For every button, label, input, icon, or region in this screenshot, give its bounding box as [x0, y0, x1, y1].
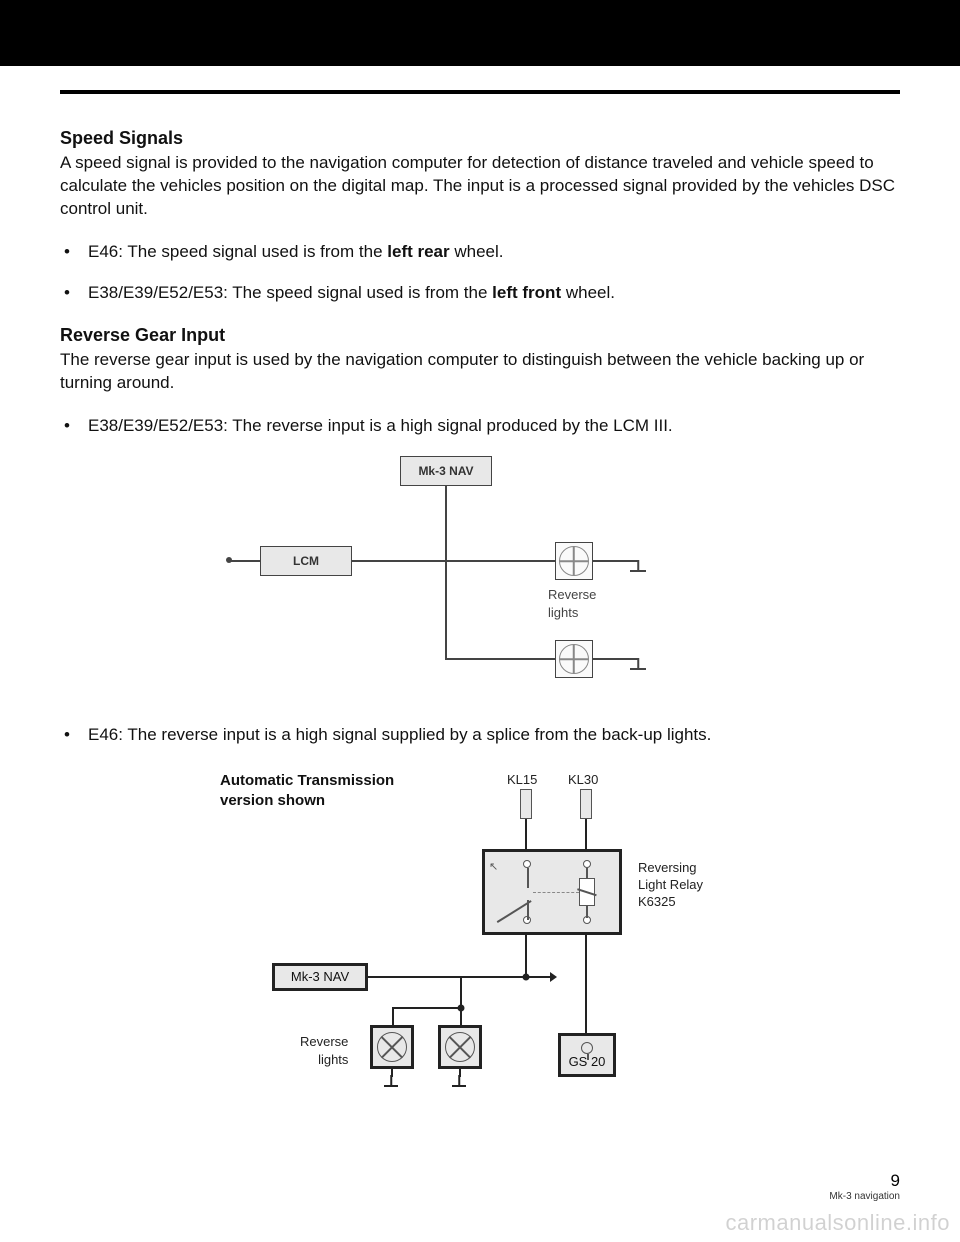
d2-gs-circle-icon [581, 1042, 593, 1054]
d2-relay-l1: Reversing [638, 860, 697, 875]
b2-post: wheel. [561, 283, 615, 302]
content: Speed Signals A speed signal is provided… [60, 126, 900, 1095]
b1-bold: left rear [387, 242, 449, 261]
d1-wire-h2 [593, 560, 638, 562]
speed-bullet-1: E46: The speed signal used is from the l… [60, 241, 900, 264]
d2-lamp-2 [438, 1025, 482, 1069]
divider [60, 90, 900, 94]
d1-revlights-label: Reverse lights [548, 586, 596, 621]
d2-wire-v-mid [460, 976, 462, 1008]
d2-kl15-label: KL15 [507, 771, 537, 789]
page-footer: 9 Mk-3 navigation [829, 1171, 900, 1202]
header-black-band [0, 0, 960, 66]
speed-section: Speed Signals A speed signal is provided… [60, 126, 900, 221]
page-body: Speed Signals A speed signal is provided… [0, 66, 960, 1242]
d2-relay-box: ↖ [482, 849, 622, 935]
reverse-bullets-1: E38/E39/E52/E53: The reverse input is a … [60, 415, 900, 438]
speed-para: A speed signal is provided to the naviga… [60, 152, 900, 221]
d2-title-l2: version shown [220, 792, 325, 809]
d2-sw-v3 [527, 900, 529, 920]
d2-dash [533, 892, 579, 893]
reverse-title: Reverse Gear Input [60, 323, 900, 347]
b2-pre: E38/E39/E52/E53: The speed signal used i… [88, 283, 492, 302]
d2-gs-box: GS 20 [558, 1033, 616, 1077]
d2-nav-box: Mk-3 NAV [272, 963, 368, 991]
reverse-para: The reverse gear input is used by the na… [60, 349, 900, 395]
d2-wire-arrow [526, 976, 550, 978]
watermark: carmanualsonline.info [725, 1210, 950, 1236]
speed-title: Speed Signals [60, 126, 900, 150]
d1-lamp-2 [555, 640, 593, 678]
speed-bullets: E46: The speed signal used is from the l… [60, 241, 900, 305]
d2-coil-top [586, 868, 588, 878]
d1-wire-stub [229, 560, 260, 562]
diagram-e46: Automatic Transmission version shown KL1… [160, 765, 800, 1095]
reverse-section: Reverse Gear Input The reverse gear inpu… [60, 323, 900, 395]
d2-term-kl15 [520, 789, 532, 819]
d2-wire-nav-h [368, 976, 526, 978]
reverse-bullet-1: E38/E39/E52/E53: The reverse input is a … [60, 415, 900, 438]
page-number: 9 [829, 1171, 900, 1191]
d1-lamp-1 [555, 542, 593, 580]
diagram-lcm: Mk-3 NAV LCM Reverse lights [220, 456, 740, 706]
d2-title-l1: Automatic Transmission [220, 772, 394, 789]
d2-revlights-label: Reverse lights [300, 1033, 348, 1068]
d2-relay-l2: Light Relay [638, 877, 703, 892]
d2-arrowhead-icon [550, 972, 557, 982]
d1-lcm-box: LCM [260, 546, 352, 576]
d2-relay-l3: K6325 [638, 894, 676, 909]
d2-switch-arrow: ↖ [489, 860, 498, 875]
d2-wire-h-lamps [392, 1007, 461, 1009]
d2-wire-v-lamp1 [392, 1007, 394, 1027]
reverse-bullets-2: E46: The reverse input is a high signal … [60, 724, 900, 747]
d2-coil-bot [586, 906, 588, 918]
d2-term-kl30 [580, 789, 592, 819]
footer-label: Mk-3 navigation [829, 1191, 900, 1202]
d2-wire-kl30 [585, 819, 587, 849]
b1-pre: E46: The speed signal used is from the [88, 242, 387, 261]
d2-relay-label: Reversing Light Relay K6325 [638, 860, 703, 911]
d2-wire-kl15 [525, 819, 527, 849]
d2-relay-c1 [523, 860, 531, 868]
d1-nav-box: Mk-3 NAV [400, 456, 492, 486]
d2-gs-label: GS 20 [561, 1053, 613, 1071]
d2-kl30-label: KL30 [568, 771, 598, 789]
d2-wire-v-lamp2 [460, 1007, 462, 1027]
page: Speed Signals A speed signal is provided… [0, 0, 960, 1242]
d2-relay-coil [579, 878, 595, 906]
d1-wire-v1 [445, 486, 447, 561]
d2-sw-v [527, 868, 529, 888]
d1-wire-h1 [352, 560, 556, 562]
speed-bullet-2: E38/E39/E52/E53: The speed signal used i… [60, 282, 900, 305]
d2-title: Automatic Transmission version shown [220, 771, 394, 810]
b2-bold: left front [492, 283, 561, 302]
d1-wire-h3 [445, 658, 556, 660]
d1-wire-h4 [593, 658, 638, 660]
d1-wire-v2 [445, 560, 447, 659]
reverse-bullet-2: E46: The reverse input is a high signal … [60, 724, 900, 747]
d2-wire-relay-out-l [525, 935, 527, 977]
d2-lamp-1 [370, 1025, 414, 1069]
d2-wire-relay-out-r [585, 935, 587, 1035]
b1-post: wheel. [450, 242, 504, 261]
d2-relay-c2 [583, 860, 591, 868]
